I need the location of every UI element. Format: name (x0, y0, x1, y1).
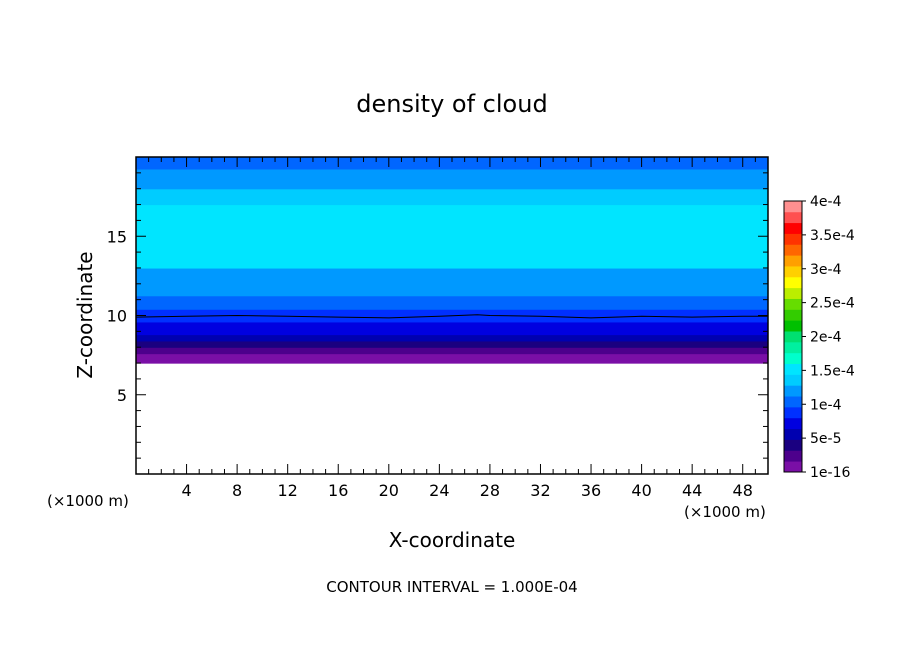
density-field (136, 157, 768, 364)
colorbar-swatch (784, 374, 802, 386)
density-band (136, 321, 768, 329)
x-tick-label: 44 (682, 481, 702, 500)
contour-line-layer (135, 314, 768, 319)
density-band (136, 283, 768, 297)
x-tick-label: 40 (631, 481, 651, 500)
colorbar-swatch (784, 244, 802, 256)
colorbar: 1e-16 5e-5 1e-4 1.5e-4 2e-4 2.5e-4 3e-4 3.5e-4 4… (784, 194, 855, 481)
x-tick-label: 48 (733, 481, 753, 500)
x-tick-label: 8 (232, 481, 242, 500)
colorbar-swatch (784, 450, 802, 462)
density-band (136, 188, 768, 206)
density-band (136, 334, 768, 342)
y-tick-label: 5 (117, 386, 127, 405)
x-tick-label: 24 (429, 481, 449, 500)
colorbar-swatch (784, 428, 802, 440)
colorbar-swatch (784, 211, 802, 224)
colorbar-frame (783, 200, 803, 473)
density-band (136, 295, 768, 304)
colorbar-swatch (784, 363, 802, 375)
colorbar-swatch (784, 461, 802, 473)
x-tick-label: 32 (530, 481, 550, 500)
y-tick-label: 15 (107, 227, 127, 246)
density-band (136, 168, 768, 190)
density-band (136, 353, 768, 361)
colorbar-swatch (784, 341, 802, 354)
density-band (136, 328, 768, 336)
colorbar-swatch (784, 255, 802, 267)
colorbar-label: 1e-16 (810, 465, 850, 481)
density-band (136, 157, 768, 170)
colorbar-swatch (784, 385, 802, 397)
colorbar-label: 2.5e-4 (810, 296, 855, 312)
colorbar-swatch (784, 417, 802, 430)
colorbar-swatch (784, 276, 802, 289)
colorbar-swatch (784, 396, 802, 408)
colorbar-swatch (784, 439, 802, 451)
chart-title: density of cloud (356, 90, 547, 118)
colorbar-swatch (784, 266, 802, 278)
colorbar-label: 4e-4 (810, 194, 842, 210)
x-tick-label: 36 (581, 481, 601, 500)
colorbar-swatch (784, 309, 802, 321)
colorbar-swatch (784, 201, 802, 213)
x-tick-label: 16 (328, 481, 348, 500)
colorbar-swatch (784, 331, 802, 343)
density-band (136, 340, 768, 348)
density-band (136, 267, 768, 285)
colorbar-swatch (784, 233, 802, 245)
colorbar-label: 1.5e-4 (810, 363, 855, 379)
density-band (136, 359, 768, 364)
x-tick-label: 12 (278, 481, 298, 500)
colorbar-label: 2e-4 (810, 330, 842, 346)
colorbar-swatch (784, 352, 802, 364)
x-tick-label: 28 (480, 481, 500, 500)
density-band (136, 309, 768, 317)
colorbar-label: 1e-4 (810, 397, 842, 413)
contour-line (135, 314, 768, 319)
contour-interval-note: CONTOUR INTERVAL = 1.000E-04 (326, 578, 577, 596)
y-axis-ticks: 5 10 15 (107, 172, 768, 459)
density-band (136, 347, 768, 355)
colorbar-swatch (784, 298, 802, 310)
colorbar-swatch (784, 406, 802, 419)
colorbar-label: 3e-4 (810, 262, 842, 278)
colorbar-swatch (784, 287, 802, 299)
density-band (136, 302, 768, 310)
x-axis-label: X-coordinate (389, 528, 516, 552)
colorbar-swatch (784, 222, 802, 234)
x-unit-left: (×1000 m) (47, 492, 129, 510)
colorbar-label: 5e-5 (810, 431, 841, 447)
density-band (136, 204, 768, 237)
x-axis-ticks: 4 8 12 16 20 24 28 32 36 40 44 48 (148, 157, 756, 500)
x-unit-right: (×1000 m) (684, 503, 766, 521)
density-band (136, 315, 768, 323)
colorbar-label: 3.5e-4 (810, 228, 855, 244)
y-axis-label: Z-coordinate (73, 251, 97, 378)
y-tick-label: 10 (107, 307, 127, 326)
x-tick-label: 4 (181, 481, 191, 500)
density-band (136, 236, 768, 269)
x-tick-label: 20 (379, 481, 399, 500)
colorbar-swatch (784, 320, 802, 332)
